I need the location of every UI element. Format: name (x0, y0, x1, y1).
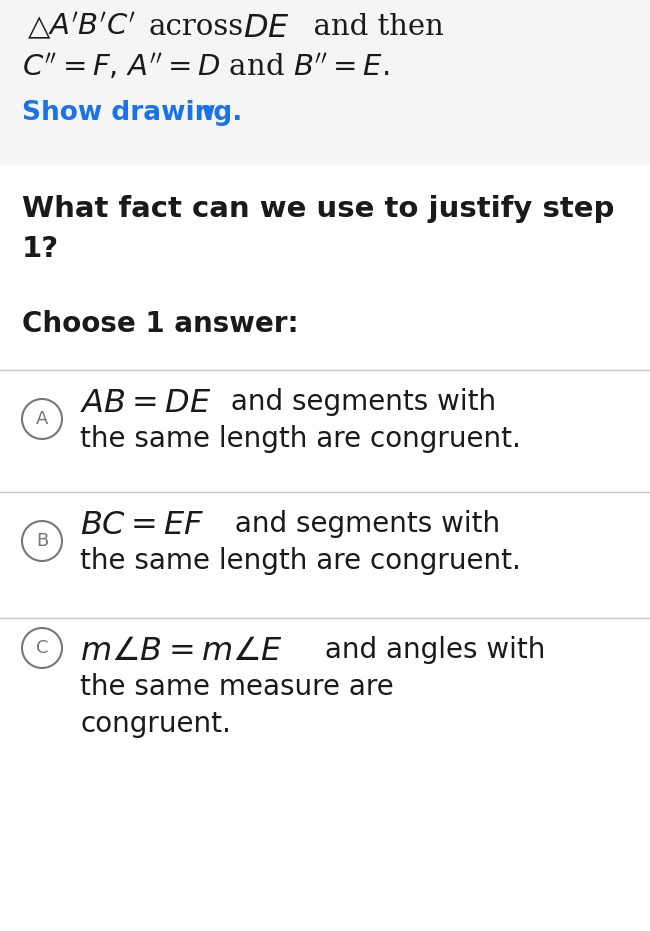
Text: the same length are congruent.: the same length are congruent. (80, 547, 521, 575)
Text: and segments with: and segments with (222, 388, 496, 416)
Text: $\mathit{A'B'C'}$: $\mathit{A'B'C'}$ (48, 13, 136, 41)
Text: $\triangle$: $\triangle$ (22, 13, 52, 41)
Text: $\mathit{C'' = F{,}\ A'' = D}$ and $\mathit{B'' = E.}$: $\mathit{C'' = F{,}\ A'' = D}$ and $\mat… (22, 52, 389, 82)
Text: across: across (148, 13, 243, 41)
Text: congruent.: congruent. (80, 710, 231, 738)
Text: Show drawing.: Show drawing. (22, 100, 242, 126)
Text: the same measure are: the same measure are (80, 673, 394, 701)
Text: Choose 1 answer:: Choose 1 answer: (22, 310, 298, 338)
Text: and segments with: and segments with (226, 510, 500, 538)
Text: ∨: ∨ (198, 100, 217, 124)
Text: 1?: 1? (22, 235, 59, 263)
Text: A: A (36, 410, 48, 428)
Text: $\mathit{DE}$: $\mathit{DE}$ (243, 13, 290, 44)
Text: and angles with: and angles with (316, 636, 545, 664)
Text: the same length are congruent.: the same length are congruent. (80, 425, 521, 453)
Text: C: C (36, 639, 48, 657)
Text: What fact can we use to justify step: What fact can we use to justify step (22, 195, 614, 223)
Text: B: B (36, 532, 48, 550)
Text: and then: and then (295, 13, 444, 41)
Text: $\mathit{AB} = \mathit{DE}$: $\mathit{AB} = \mathit{DE}$ (80, 388, 212, 419)
Text: $m\angle\mathit{B} = m\angle\mathit{E}$: $m\angle\mathit{B} = m\angle\mathit{E}$ (80, 636, 283, 667)
Text: $\mathit{BC} = \mathit{EF}$: $\mathit{BC} = \mathit{EF}$ (80, 510, 205, 541)
FancyBboxPatch shape (0, 0, 650, 165)
